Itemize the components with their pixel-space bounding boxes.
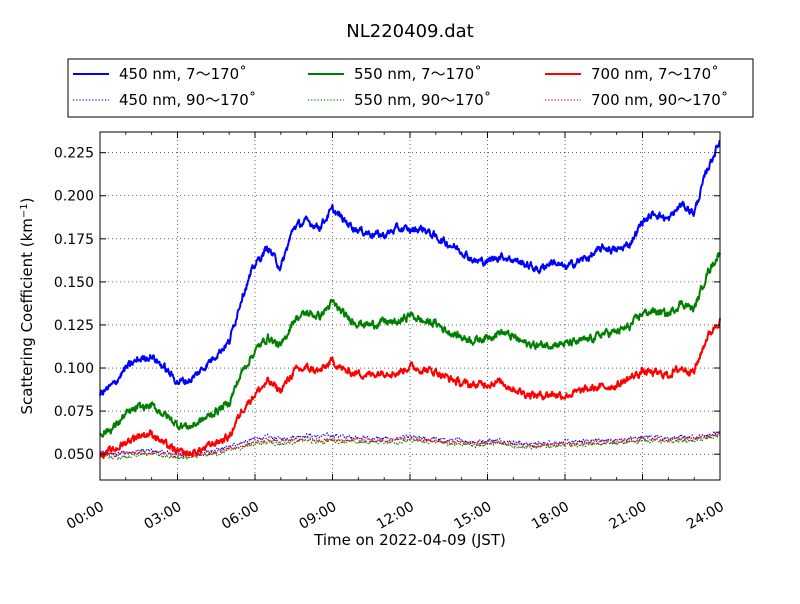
legend-label-1: 450 nm, 7～170˚ [119,65,247,83]
y-tick-label: 0.050 [54,447,94,463]
legend-label-4: 450 nm, 90～170˚ [119,91,256,109]
chart-title: NL220409.dat [346,21,473,42]
series-line-2 [99,251,721,438]
y-axis-label-superscript: −1 [19,203,30,218]
y-axis-label-main: Scattering Coefficient (km [18,218,36,414]
series-line-6 [99,431,721,458]
y-tick-label: 0.100 [54,361,94,377]
series-line-3 [99,318,721,459]
y-tick-label: 0.125 [54,318,94,334]
legend-label-5: 550 nm, 90～170˚ [354,91,491,109]
legend-label-6: 700 nm, 90～170˚ [591,91,728,109]
y-tick-label: 0.075 [54,404,94,420]
legend: 450 nm, 7～170˚ 550 nm, 7～170˚ 700 nm, 7～17… [67,58,754,118]
y-axis-label: Scattering Coefficient (km−1) [18,197,36,414]
legend-frame [67,58,754,118]
x-axis-label: Time on 2022-04-09 (JST) [313,531,506,549]
series-line-4 [99,430,721,458]
y-tick-label: 0.175 [54,232,94,248]
legend-label-2: 550 nm, 7～170˚ [354,65,482,83]
y-axis-label-close: ) [18,197,36,203]
y-tick-label: 0.225 [54,146,94,162]
y-tick-label: 0.150 [54,275,94,291]
grid [99,132,721,480]
y-tick-label: 0.200 [54,189,94,205]
series-line-1 [99,139,721,396]
plot-lines [99,139,721,461]
legend-label-3: 700 nm, 7～170˚ [591,65,719,83]
